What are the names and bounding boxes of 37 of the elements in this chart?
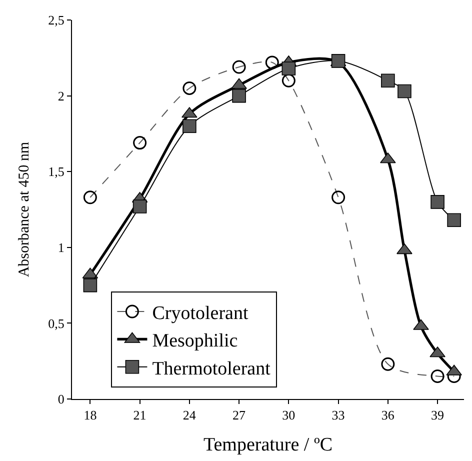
point [83,190,97,204]
point [430,195,444,209]
point [132,200,147,214]
y-tick-label: 0 [58,392,64,407]
point [398,84,412,98]
x-tick-label: 24 [182,408,196,423]
x-tick-label: 39 [431,408,444,423]
x-axis-title: Temperature / ºC [203,434,333,456]
point [282,62,296,76]
y-tick-label: 2,5 [48,12,64,28]
x-tick-label: 18 [84,408,97,423]
point [232,60,246,74]
point [381,74,395,88]
point [430,370,444,384]
x-tick-label: 30 [282,408,296,423]
point [83,278,98,292]
point [232,88,246,103]
point [381,357,395,371]
x-tick-label: 33 [332,408,345,423]
point [182,119,196,134]
y-tick-label: 1,5 [48,164,64,180]
y-tick-label: 0,5 [48,316,64,331]
point [133,136,147,150]
x-tick-label: 36 [381,408,395,423]
y-tick-label: 1 [58,240,64,255]
point [447,213,461,228]
legend-label: Mesophilic [152,330,238,352]
y-axis-title: Absorbance at 450 nm [16,141,32,278]
point [265,56,279,70]
legend-label: Thermotolerant [152,358,272,380]
point [182,81,196,95]
point [332,190,346,204]
y-tick-label: 2 [58,88,64,104]
x-tick-label: 27 [232,408,246,423]
point [282,74,296,88]
legend-label: Cryotolerant [152,302,249,324]
x-tick-label: 21 [133,408,146,423]
